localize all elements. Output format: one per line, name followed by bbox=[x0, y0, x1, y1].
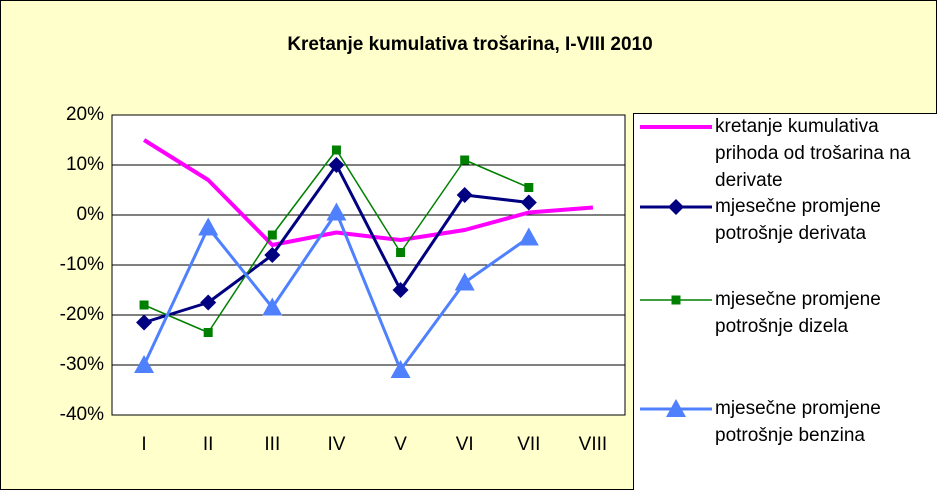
marker bbox=[460, 155, 470, 165]
marker bbox=[331, 145, 341, 155]
y-tick-label: -10% bbox=[60, 254, 104, 275]
marker bbox=[396, 248, 406, 257]
marker bbox=[328, 157, 345, 173]
marker bbox=[518, 227, 539, 246]
marker bbox=[198, 217, 219, 236]
marker bbox=[668, 199, 684, 215]
x-tick-label: III bbox=[264, 434, 280, 455]
marker bbox=[456, 187, 473, 203]
y-tick-label: 20% bbox=[66, 104, 104, 125]
marker bbox=[454, 272, 475, 291]
chart-title: Kretanje kumulativa trošarina, I-VIII 20… bbox=[287, 34, 652, 55]
x-tick-label: II bbox=[203, 434, 214, 455]
y-tick-label: -20% bbox=[60, 304, 104, 325]
marker bbox=[134, 355, 155, 373]
x-tick-label: VIII bbox=[579, 434, 608, 455]
x-tick-label: V bbox=[394, 434, 407, 455]
legend-label: mjesečne promjene potrošnje benzina bbox=[715, 398, 881, 446]
marker bbox=[200, 294, 217, 311]
x-tick-label: VII bbox=[517, 434, 540, 455]
x-tick-label: VI bbox=[456, 434, 474, 455]
legend-label: mjesečne promjene potrošnje derivata bbox=[715, 196, 881, 244]
marker bbox=[136, 314, 153, 331]
marker bbox=[203, 328, 213, 337]
legend-label: kretanje kumulativa prihoda od trošarina… bbox=[715, 116, 911, 191]
legend-label: mjesečne promjene potrošnje dizela bbox=[715, 289, 881, 337]
marker bbox=[262, 297, 283, 316]
marker bbox=[666, 399, 686, 417]
y-tick-label: 10% bbox=[66, 154, 104, 175]
marker bbox=[264, 247, 281, 263]
marker bbox=[326, 202, 347, 221]
marker bbox=[671, 295, 681, 305]
legend-box bbox=[633, 113, 937, 490]
y-tick-label: -30% bbox=[60, 354, 104, 375]
marker bbox=[524, 183, 534, 192]
y-tick-label: -40% bbox=[60, 404, 104, 425]
y-tick-label: 0% bbox=[77, 204, 105, 225]
x-tick-label: IV bbox=[327, 434, 345, 455]
marker bbox=[390, 360, 411, 378]
x-tick-label: I bbox=[141, 434, 146, 455]
marker bbox=[520, 194, 537, 211]
marker bbox=[392, 282, 409, 298]
marker bbox=[267, 230, 277, 240]
series-line bbox=[143, 138, 594, 247]
marker bbox=[139, 300, 149, 310]
